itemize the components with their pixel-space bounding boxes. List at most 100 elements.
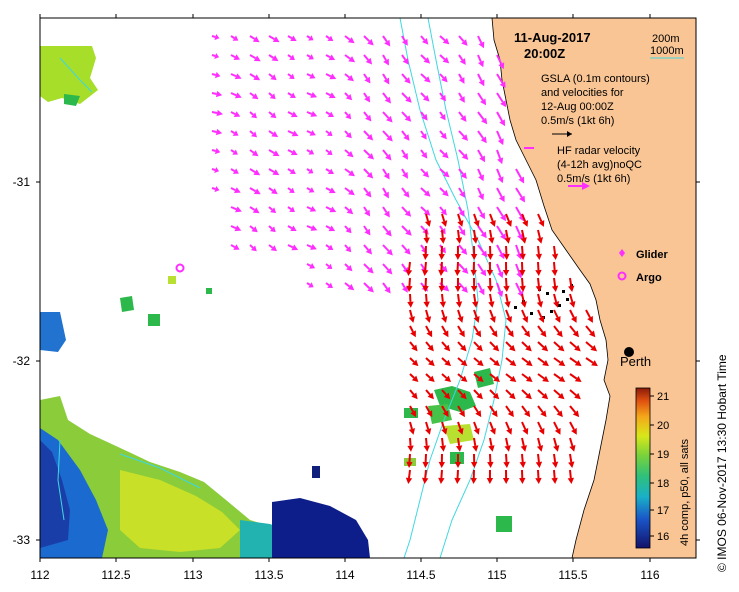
gsla-vector-head bbox=[477, 375, 484, 383]
hf-vector-head bbox=[308, 168, 314, 174]
hf-vector-head bbox=[500, 214, 506, 222]
hf-vector-head bbox=[272, 150, 280, 157]
gsla-vector-head bbox=[504, 301, 511, 308]
gsla-vector bbox=[537, 309, 543, 318]
gsla-vector-head bbox=[476, 392, 483, 400]
gsla-vector-head bbox=[486, 269, 494, 276]
gsla-vector bbox=[457, 229, 460, 238]
hf-vector-head bbox=[364, 95, 371, 103]
gsla-vector-head bbox=[519, 253, 526, 260]
hf-vector bbox=[496, 92, 504, 103]
gsla-vector bbox=[473, 325, 479, 333]
perth-marker bbox=[624, 347, 634, 357]
hf-vector bbox=[211, 111, 218, 115]
hf-vector bbox=[420, 206, 427, 213]
gsla-vector-head bbox=[470, 253, 478, 260]
hf-vector-head bbox=[253, 169, 261, 176]
gsla-vector-head bbox=[455, 237, 463, 244]
gsla-vector bbox=[521, 325, 528, 333]
gsla-vector-head bbox=[541, 392, 549, 400]
hf-vector-head bbox=[250, 245, 257, 252]
hf-vector-head bbox=[384, 39, 391, 47]
gsla-vector bbox=[425, 309, 429, 318]
gsla-vector bbox=[457, 437, 461, 446]
hf-vector-head bbox=[459, 191, 466, 198]
map-time: 20:00Z bbox=[524, 46, 565, 61]
gsla-vector bbox=[409, 389, 415, 396]
sst-patch-northwest bbox=[40, 46, 98, 104]
gsla-vector-head bbox=[525, 359, 533, 367]
gsla-vector bbox=[489, 293, 493, 303]
gsla-legend-line-3: 12-Aug 00:00Z bbox=[541, 101, 614, 113]
gsla-vector bbox=[553, 373, 561, 380]
hf-vector bbox=[287, 54, 292, 59]
hf-vector-head bbox=[234, 225, 242, 232]
hf-vector bbox=[401, 111, 408, 119]
gsla-vector-head bbox=[502, 477, 510, 484]
gsla-vector-head bbox=[535, 253, 543, 260]
hf-vector-head bbox=[458, 77, 465, 84]
gsla-vector bbox=[521, 245, 524, 255]
gsla-vector-head bbox=[411, 344, 418, 352]
hf-vector bbox=[382, 73, 388, 80]
hf-vector-head bbox=[250, 112, 257, 119]
gsla-vector bbox=[473, 213, 478, 222]
hf-vector-head bbox=[233, 54, 241, 60]
colorbar-label: 4h comp, p50, all sats bbox=[679, 438, 691, 546]
hf-vector bbox=[325, 111, 331, 116]
gsla-vector bbox=[553, 277, 557, 287]
gsla-vector-head bbox=[540, 330, 547, 338]
gsla-vector-head bbox=[476, 344, 483, 352]
gsla-vector bbox=[440, 469, 443, 479]
hf-vector bbox=[230, 130, 235, 134]
gsla-vector-head bbox=[541, 344, 549, 352]
hf-vector bbox=[382, 263, 390, 271]
hf-vector bbox=[401, 130, 407, 137]
gsla-vector-head bbox=[522, 316, 529, 323]
hf-vector bbox=[401, 54, 407, 61]
hf-vector-head bbox=[270, 74, 277, 81]
hf-vector bbox=[439, 225, 444, 231]
hf-vector bbox=[382, 54, 387, 61]
gsla-vector-head bbox=[509, 359, 517, 367]
hf-vector bbox=[325, 168, 331, 173]
hf-vector bbox=[287, 149, 293, 154]
hf-vector bbox=[496, 263, 502, 273]
hf-vector bbox=[325, 206, 332, 211]
hf-vector bbox=[382, 92, 389, 100]
gsla-vector bbox=[569, 277, 573, 287]
hf-vector-head bbox=[270, 112, 277, 119]
gsla-vector bbox=[553, 405, 560, 414]
hf-vector bbox=[363, 206, 368, 213]
gsla-vector-head bbox=[423, 445, 430, 452]
hf-vector bbox=[363, 35, 371, 43]
hf-vector bbox=[268, 244, 274, 249]
hf-vector-head bbox=[424, 76, 431, 83]
hf-vector bbox=[287, 73, 292, 78]
hf-vector-head bbox=[498, 195, 505, 203]
gsla-vector bbox=[425, 293, 428, 302]
hf-vector-head bbox=[441, 75, 448, 83]
gsla-vector-head bbox=[491, 410, 498, 418]
gsla-vector bbox=[457, 421, 462, 430]
hf-vector bbox=[268, 92, 273, 97]
gsla-vector-head bbox=[519, 461, 526, 468]
hf-vector bbox=[211, 73, 217, 76]
gsla-vector bbox=[473, 293, 477, 302]
hf-vector bbox=[515, 225, 521, 236]
gsla-vector-head bbox=[574, 360, 582, 367]
hf-vector bbox=[230, 149, 235, 153]
hf-vector-head bbox=[499, 119, 506, 127]
gsla-vector-head bbox=[426, 410, 433, 418]
hf-vector bbox=[420, 168, 426, 174]
hf-vector-head bbox=[478, 79, 485, 87]
hf-vector-head bbox=[348, 56, 356, 63]
gsla-vector-head bbox=[457, 316, 464, 323]
gsla-vector-head bbox=[520, 301, 527, 308]
plot-frame bbox=[39, 17, 697, 559]
hf-vector bbox=[306, 111, 313, 115]
gsla-vector-head bbox=[411, 392, 418, 400]
hf-vector-head bbox=[216, 109, 223, 117]
hf-vector-head bbox=[442, 189, 449, 197]
gsla-vector bbox=[553, 341, 561, 349]
